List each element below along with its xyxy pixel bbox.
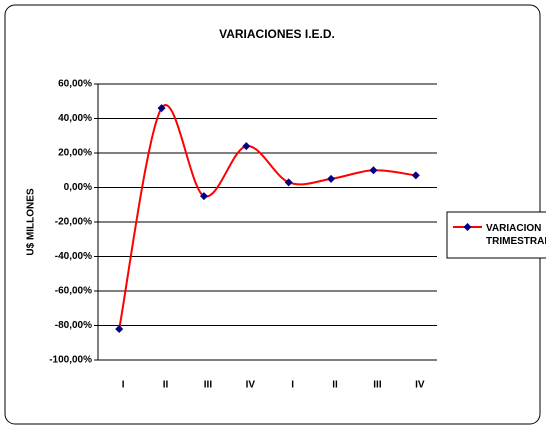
x-tick-label: III	[373, 380, 382, 391]
point-marker	[199, 192, 208, 201]
y-tick-label: -80,00%	[55, 320, 92, 331]
point-marker	[242, 142, 251, 151]
y-tick-label: 0,00%	[64, 182, 92, 193]
chart-title: VARIACIONES I.E.D.	[219, 27, 335, 41]
point-marker	[115, 324, 124, 333]
x-tick-label: IV	[246, 380, 256, 391]
point-marker	[284, 178, 293, 187]
y-axis-label: U$ MILLONES	[26, 188, 37, 256]
y-tick-label: 60,00%	[58, 79, 92, 90]
x-tick-label: II	[332, 380, 338, 391]
y-tick-label: -20,00%	[55, 217, 92, 228]
x-tick-label: IV	[415, 380, 425, 391]
legend-label: VARIACION TRIMESTRAL	[486, 223, 546, 247]
legend-marker	[463, 223, 472, 231]
y-tick-label: 40,00%	[58, 113, 92, 124]
y-tick-label: -60,00%	[55, 286, 92, 297]
point-marker	[369, 166, 378, 175]
y-tick-label: 20,00%	[58, 148, 92, 159]
legend-box	[446, 211, 546, 259]
point-marker	[327, 174, 336, 183]
y-tick-label: -100,00%	[49, 355, 92, 366]
point-marker	[157, 104, 166, 113]
x-tick-label: I	[291, 380, 294, 391]
series-line	[118, 104, 416, 330]
x-tick-label: III	[204, 380, 213, 391]
point-marker	[411, 171, 420, 180]
y-tick-label: -40,00%	[55, 251, 92, 262]
x-tick-label: I	[122, 380, 125, 391]
x-tick-label: II	[163, 380, 169, 391]
